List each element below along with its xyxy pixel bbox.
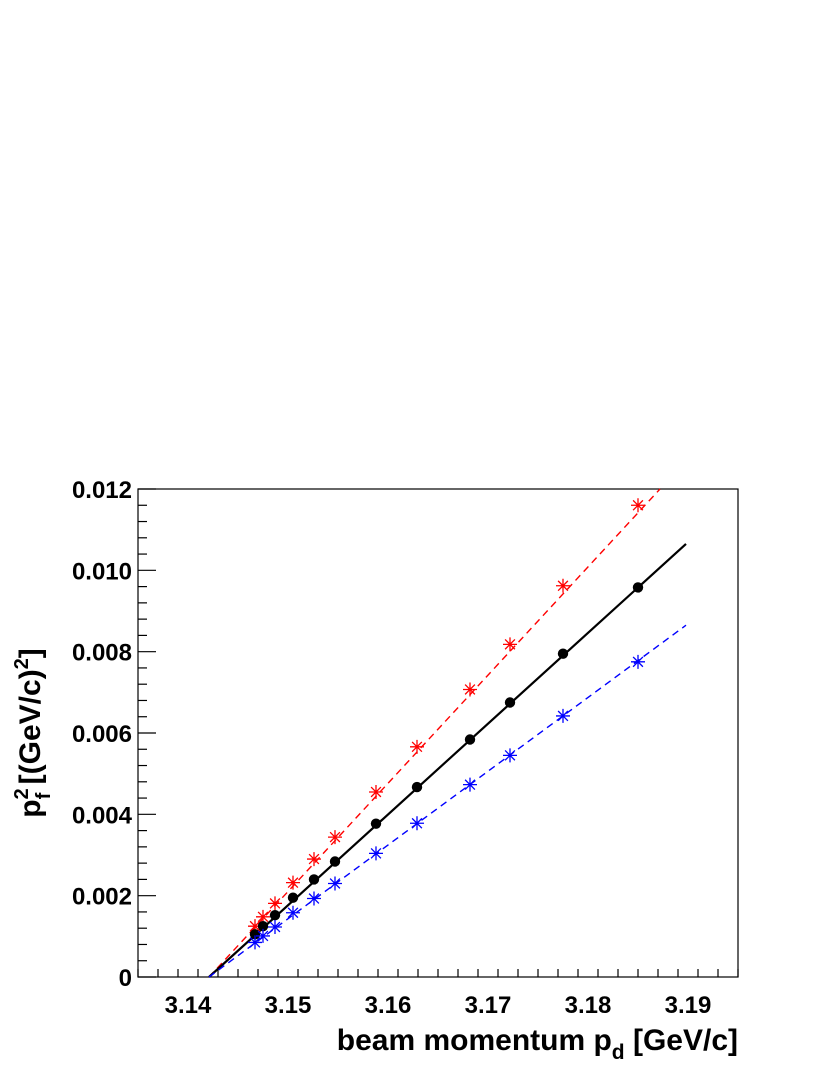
data-point-star bbox=[503, 748, 517, 763]
data-point-star bbox=[268, 896, 282, 911]
plot-frame bbox=[137, 488, 739, 978]
data-point-star bbox=[328, 876, 342, 891]
data-point-circle bbox=[249, 929, 261, 940]
data-point-circle bbox=[329, 856, 341, 867]
data-point-circle bbox=[464, 734, 476, 745]
data-point-star bbox=[307, 852, 321, 867]
data-point-star bbox=[248, 919, 262, 934]
data-point-star bbox=[268, 919, 282, 934]
data-point-circle bbox=[287, 892, 299, 903]
data-point-star bbox=[503, 637, 517, 652]
data-point-circle bbox=[269, 909, 281, 921]
y-tick-label: 0.008 bbox=[72, 640, 132, 667]
fit-line-1 bbox=[208, 488, 661, 978]
data-point-star bbox=[556, 708, 570, 723]
x-axis-title: beam momentum pd [GeV/c] bbox=[337, 1024, 738, 1064]
data-point-star bbox=[286, 905, 300, 920]
data-point-star bbox=[369, 846, 383, 861]
fit-line-3 bbox=[208, 624, 687, 978]
data-point-circle bbox=[257, 920, 269, 932]
data-point-star bbox=[410, 739, 424, 754]
fit-lines bbox=[208, 488, 687, 978]
data-point-star bbox=[286, 875, 300, 890]
axis-ticks bbox=[137, 488, 739, 978]
x-tick-label: 3.19 bbox=[665, 992, 712, 1019]
data-point-circle bbox=[370, 818, 382, 829]
data-markers bbox=[248, 498, 645, 950]
fit-line-2 bbox=[208, 543, 687, 978]
y-tick-label: 0.012 bbox=[72, 477, 132, 504]
data-point-star bbox=[256, 928, 270, 943]
data-point-star bbox=[631, 498, 645, 513]
axis-tick-labels: 3.14 3.15 3.16 3.17 3.18 3.19 0 0.002 0.004 0.006… bbox=[72, 477, 711, 1019]
y-tick-label: 0.010 bbox=[72, 558, 132, 585]
x-tick-label: 3.18 bbox=[565, 992, 612, 1019]
data-point-star bbox=[248, 935, 262, 950]
y-axis-title: p2f [(GeV/c)2] bbox=[11, 648, 55, 818]
data-point-circle bbox=[504, 697, 516, 708]
data-point-circle bbox=[557, 648, 569, 659]
data-point-star bbox=[328, 830, 342, 845]
data-point-star bbox=[556, 578, 570, 593]
x-tick-label: 3.14 bbox=[165, 992, 212, 1019]
data-point-star bbox=[410, 816, 424, 831]
y-tick-label: 0.004 bbox=[72, 802, 133, 829]
data-point-circle bbox=[632, 582, 644, 593]
x-tick-label: 3.16 bbox=[365, 992, 412, 1019]
y-tick-label: 0.002 bbox=[72, 884, 132, 911]
data-point-star bbox=[463, 682, 477, 697]
data-point-circle bbox=[308, 874, 320, 885]
data-point-star bbox=[369, 784, 383, 799]
data-point-star bbox=[631, 654, 645, 669]
data-point-circle bbox=[411, 781, 423, 793]
y-tick-label: 0 bbox=[119, 965, 132, 992]
data-point-star bbox=[463, 777, 477, 792]
x-tick-label: 3.17 bbox=[465, 992, 512, 1019]
data-point-star bbox=[256, 909, 270, 924]
data-point-star bbox=[307, 891, 321, 906]
y-tick-label: 0.006 bbox=[72, 721, 132, 748]
x-tick-label: 3.15 bbox=[265, 992, 312, 1019]
